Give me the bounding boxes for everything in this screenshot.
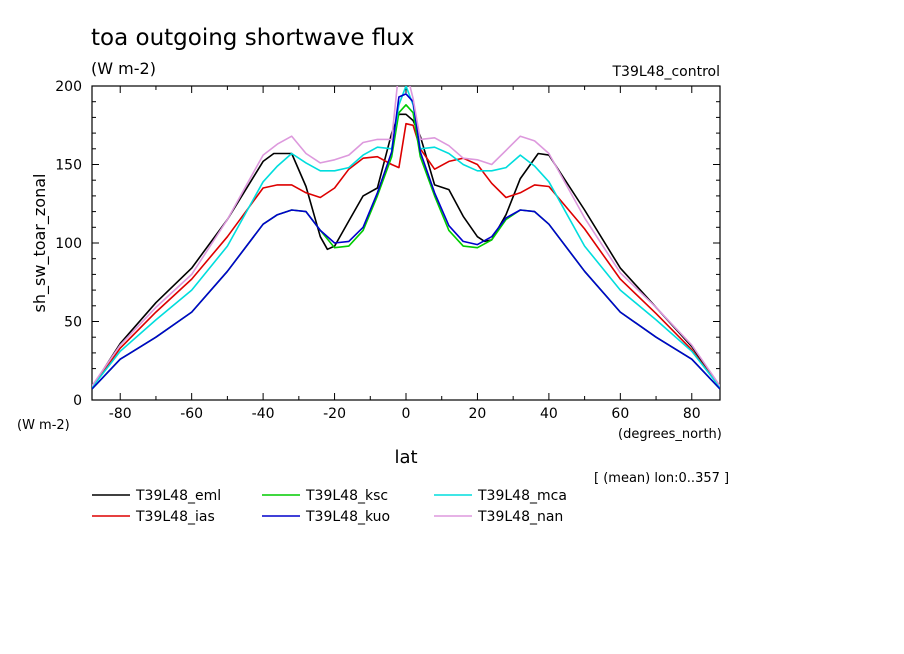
x-tick-label: -60: [180, 406, 203, 422]
plot-frame: [91, 85, 721, 401]
x-tick-label: 0: [402, 406, 411, 422]
x-tick-label: -40: [252, 406, 275, 422]
chart-title: toa outgoing shortwave flux: [91, 25, 414, 51]
y-tick-label: 150: [55, 158, 82, 174]
y-axis-units: (W m-2): [17, 418, 70, 433]
legend-label: T39L48_nan: [477, 509, 563, 525]
x-tick-label: -80: [109, 406, 132, 422]
series-line-T39L48_ias: [92, 122, 720, 388]
legend-label: T39L48_eml: [135, 488, 221, 504]
legend: T39L48_eml T39L48_ias T39L48_ksc T39L48_kuo…: [92, 488, 567, 525]
y-tick-label: 0: [73, 393, 82, 409]
mean-note: [ (mean) lon:0..357 ]: [594, 471, 729, 486]
series-line-T39L48_mca: [92, 86, 720, 388]
series-line-T39L48_eml: [92, 113, 720, 388]
experiment-label: T39L48_control: [611, 64, 720, 80]
y-axis-label: sh_sw_toar_zonal: [30, 174, 50, 313]
series-line-T39L48_nan: [92, 86, 720, 387]
x-tick-label: 80: [683, 406, 701, 422]
x-axis-label: lat: [394, 447, 417, 468]
chart-subtitle: (W m-2): [91, 59, 156, 78]
legend-label: T39L48_ias: [135, 509, 215, 525]
x-tick-label: -20: [323, 406, 346, 422]
legend-label: T39L48_kuo: [305, 509, 390, 525]
x-tick-label: 40: [540, 406, 558, 422]
x-tick-label: 20: [469, 406, 487, 422]
y-tick-label: 100: [55, 236, 82, 252]
legend-label: T39L48_ksc: [305, 488, 388, 504]
y-tick-label: 200: [55, 79, 82, 95]
series-line-T39L48_ksc: [92, 104, 720, 390]
axis-ticks: -80 -60 -40 -20 0 20 40 60 80 0 50 100 150 200: [55, 79, 720, 422]
x-tick-label: 60: [611, 406, 629, 422]
legend-label: T39L48_mca: [477, 488, 567, 504]
x-axis-units: (degrees_north): [618, 427, 722, 442]
y-tick-label: 50: [64, 315, 82, 331]
series-line-T39L48_kuo: [92, 93, 720, 390]
series-lines: [92, 86, 720, 390]
plot-axes: [91, 85, 721, 401]
